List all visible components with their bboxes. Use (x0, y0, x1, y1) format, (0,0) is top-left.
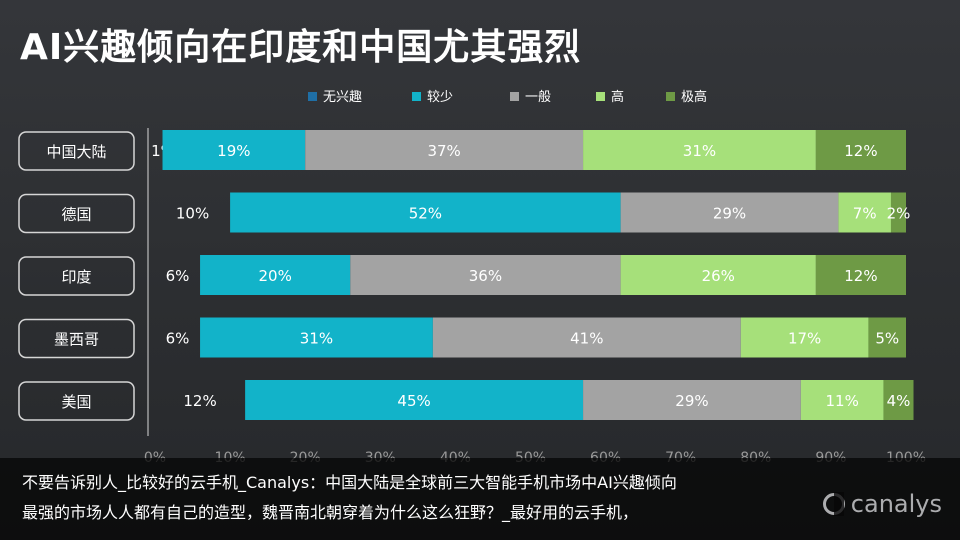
bar-segment (800, 380, 884, 420)
category-label: 德国 (61, 206, 91, 224)
watermark-text: canalys (850, 490, 942, 518)
bar-segment (432, 317, 741, 358)
data-label: 36% (469, 267, 502, 285)
data-label: 52% (409, 205, 442, 223)
bar-segment (350, 255, 621, 295)
data-label: 6% (166, 267, 190, 285)
data-label: 41% (570, 330, 603, 348)
legend-label: 高 (611, 89, 624, 105)
bar-segment (815, 255, 906, 295)
data-label: 12% (844, 267, 877, 285)
data-label: 29% (713, 205, 746, 223)
data-label: 26% (702, 267, 735, 285)
bar-segment (583, 380, 801, 420)
legend-swatch (666, 92, 675, 101)
legend-label: 极高 (681, 89, 707, 105)
legend-swatch (412, 92, 421, 101)
chart-legend: 无兴趣 较少 一般 高 极高 (308, 89, 707, 105)
data-label: 2% (887, 205, 911, 223)
category-box (18, 256, 135, 296)
category-label: 墨西哥 (54, 331, 99, 349)
bar-segment (740, 317, 869, 358)
caption-line-2: 最强的市场人人都有自己的造型，魏晋南北朝穿着为什么这么狂野？_最好用的云手机， (22, 503, 639, 522)
category-box (18, 193, 135, 234)
bar-segment (838, 192, 891, 233)
data-label: 12% (844, 142, 877, 160)
caption-bar: 不要告诉别人_比较好的云手机_Canalys：中国大陆是全球前三大智能手机市场中… (0, 458, 960, 540)
legend-swatch (596, 92, 605, 101)
bar-segment (200, 317, 433, 358)
data-label: 19% (217, 142, 250, 160)
legend-label: 一般 (525, 89, 551, 105)
data-label: 37% (427, 142, 460, 160)
category-box (18, 381, 135, 421)
canalys-logo-icon (822, 492, 845, 516)
data-label: 5% (875, 330, 899, 348)
data-label: 10% (176, 205, 209, 223)
data-label: 4% (887, 392, 911, 410)
bar-segment (305, 130, 584, 170)
legend-swatch (510, 92, 519, 101)
bar-segment (890, 192, 906, 233)
bars: 1%19%37%31%12%10%52%29%7%2%6%20%36%26%12… (151, 130, 914, 420)
data-label: 7% (853, 205, 877, 223)
bar-segment (200, 255, 351, 295)
bar-segment (162, 130, 306, 170)
category-label: 美国 (61, 393, 91, 411)
bar-segment (868, 317, 906, 358)
bar-segment (620, 255, 816, 295)
category-box (18, 318, 135, 359)
bar-segment (815, 130, 906, 170)
data-label: 31% (300, 330, 333, 348)
data-label: 12% (183, 392, 216, 410)
data-label: 20% (258, 267, 291, 285)
chart-title: AI兴趣倾向在印度和中国尤其强烈 (20, 27, 582, 68)
bar-segment (230, 192, 621, 233)
legend-swatch (308, 92, 317, 101)
canalys-watermark: canalys (822, 490, 942, 518)
category-label: 印度 (61, 268, 91, 286)
data-label: 31% (683, 142, 716, 160)
caption-line-1: 不要告诉别人_比较好的云手机_Canalys：中国大陆是全球前三大智能手机市场中… (22, 473, 677, 492)
category-label: 中国大陆 (46, 143, 106, 161)
data-label: 45% (397, 392, 430, 410)
legend-label: 无兴趣 (323, 90, 362, 105)
bar-segment (583, 130, 816, 170)
bar-segment (245, 380, 584, 420)
data-label: 11% (825, 392, 858, 410)
bar-segment (620, 192, 839, 233)
data-label: 6% (166, 330, 190, 348)
legend-label: 较少 (427, 90, 453, 105)
bar-segment (883, 380, 914, 420)
data-label: 17% (788, 330, 821, 348)
category-box (18, 131, 135, 171)
data-label: 29% (675, 392, 708, 410)
